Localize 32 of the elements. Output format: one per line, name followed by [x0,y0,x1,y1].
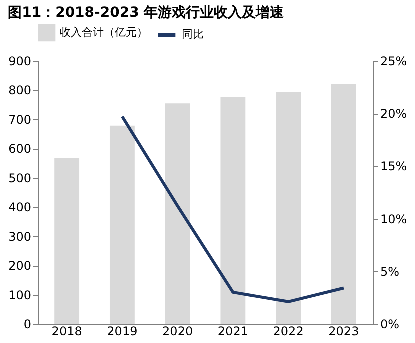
bar [276,92,302,324]
bar [331,84,356,324]
bar [110,126,135,324]
y2-tick-label: 15% [380,160,408,174]
y2-tick-label: 0% [380,318,400,332]
y-tick-label: 400 [8,200,32,215]
x-tick-label: 2018 [52,324,82,338]
bar [54,158,80,324]
legend-label: 收入合计（亿元） [60,26,148,39]
chart-title: 图11：2018-2023 年游戏行业收入及增速 [8,5,286,21]
y-tick-label: 200 [8,259,32,274]
y2-tick-label: 5% [380,264,400,279]
y2-tick-label: 10% [380,212,408,226]
y2-tick-label: 25% [380,54,408,68]
bar [165,104,190,324]
x-tick-label: 2021 [218,324,248,338]
y-tick-label: 300 [8,230,32,244]
x-tick-label: 2019 [107,324,138,338]
y2-tick-label: 20% [380,107,408,122]
y-tick-label: 800 [8,84,32,98]
x-tick-label: 2020 [162,324,194,338]
y-tick-label: 0 [24,318,32,332]
y-tick-label: 900 [8,54,32,68]
bar [220,98,246,324]
y-tick-label: 700 [8,112,32,127]
x-tick-label: 2023 [328,324,360,338]
y-tick-label: 500 [8,171,32,186]
y-tick-label: 100 [8,288,32,302]
line-series [120,115,346,304]
x-tick-label: 2022 [273,324,304,338]
legend-label: 同比 [182,28,204,41]
y-tick-label: 600 [8,142,32,156]
